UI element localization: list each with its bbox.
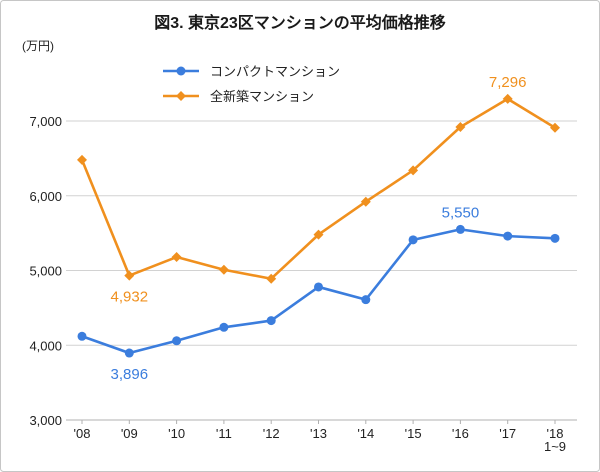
y-tick-label: 3,000 <box>29 413 62 428</box>
legend-label: 全新築マンション <box>210 89 314 104</box>
grid <box>66 120 577 421</box>
series-1-point <box>77 331 87 341</box>
legend-label: コンパクトマンション <box>210 64 340 79</box>
y-tick-label: 4,000 <box>29 338 62 353</box>
y-tick-label: 7,000 <box>29 114 62 129</box>
series-2-point <box>77 154 87 165</box>
legend-item-all-new-condo: 全新築マンション <box>163 89 314 104</box>
data-label: 4,932 <box>111 289 149 306</box>
data-label: 3,896 <box>111 366 149 383</box>
y-tick-label: 6,000 <box>29 189 62 204</box>
y-tick-label: 5,000 <box>29 264 62 279</box>
x-tick-label: '16 <box>452 426 469 441</box>
series-2-point <box>124 270 135 281</box>
legend: コンパクトマンション 全新築マンション <box>163 64 340 104</box>
series <box>77 93 560 358</box>
series-1-point <box>550 233 560 243</box>
series-1-point <box>314 282 323 292</box>
series-1-point <box>172 336 182 346</box>
x-tick-label: '14 <box>357 426 374 441</box>
x-tick-label: '12 <box>263 426 280 441</box>
series-2-point <box>550 122 560 133</box>
series-2-point <box>266 273 277 284</box>
series-2-point <box>171 252 182 263</box>
series-2-point <box>313 229 324 240</box>
legend-marker-diamond <box>176 91 186 101</box>
series-2-point <box>218 264 229 275</box>
chart-title: 図3. 東京23区マンションの平均価格推移 <box>154 13 446 32</box>
series-2-point <box>408 165 419 176</box>
x-tick-label: '08 <box>74 426 91 441</box>
series-1-point <box>503 231 513 241</box>
series-1-point <box>219 322 229 332</box>
data-label: 7,296 <box>489 74 527 91</box>
series-2-point <box>455 121 466 132</box>
series-1-point <box>408 235 418 245</box>
x-tick-label: '13 <box>310 426 327 441</box>
series-2-point <box>360 196 371 207</box>
x-tick-label: '11 <box>216 426 232 441</box>
series-1-point <box>266 316 276 326</box>
series-1-point <box>361 295 371 305</box>
legend-marker-circle <box>176 66 186 76</box>
x-tick-label: '10 <box>168 426 185 441</box>
series-2-point <box>502 93 513 104</box>
data-label: 5,550 <box>442 204 480 221</box>
x-tick-note: 1~9 <box>544 439 566 454</box>
x-tick-label: '09 <box>121 426 138 441</box>
series-1-point <box>455 224 465 234</box>
x-tick-label: '15 <box>405 426 422 441</box>
legend-item-compact-condo: コンパクトマンション <box>163 64 340 79</box>
y-axis-unit-label: (万円) <box>22 39 54 53</box>
x-tick-label: '17 <box>499 426 516 441</box>
series-1-point <box>124 348 134 358</box>
axes: 3,000 4,000 5,000 6,000 7,000 '08 '09 '10 '11 '12… <box>29 114 566 454</box>
data-labels: 3,896 4,932 5,550 7,296 <box>111 74 527 383</box>
x-tick-label: '18 <box>547 426 564 441</box>
